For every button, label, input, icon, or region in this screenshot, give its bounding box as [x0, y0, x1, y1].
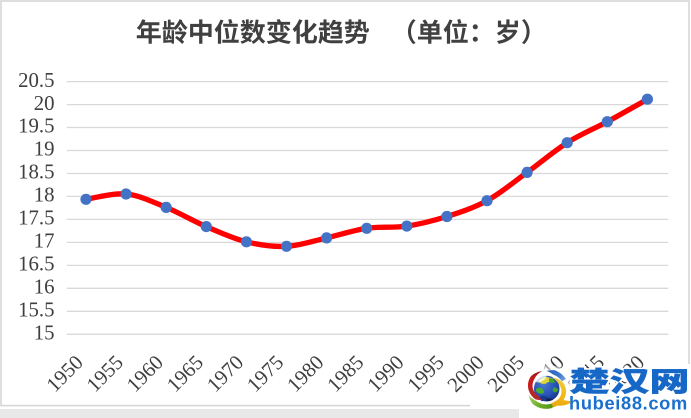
svg-text:hubei88.com: hubei88.com	[569, 392, 688, 413]
svg-text:16: 16	[34, 276, 55, 299]
svg-text:19.5: 19.5	[18, 115, 54, 138]
svg-text:18: 18	[34, 184, 55, 207]
svg-text:18.5: 18.5	[18, 161, 54, 184]
svg-text:15.5: 15.5	[18, 299, 54, 322]
svg-text:17: 17	[34, 230, 55, 253]
svg-text:15: 15	[34, 322, 55, 345]
svg-text:19: 19	[34, 138, 55, 161]
svg-text:20: 20	[34, 92, 55, 115]
svg-text:16.5: 16.5	[18, 253, 54, 276]
svg-text:17.5: 17.5	[18, 207, 54, 230]
svg-text:20.5: 20.5	[18, 69, 54, 92]
